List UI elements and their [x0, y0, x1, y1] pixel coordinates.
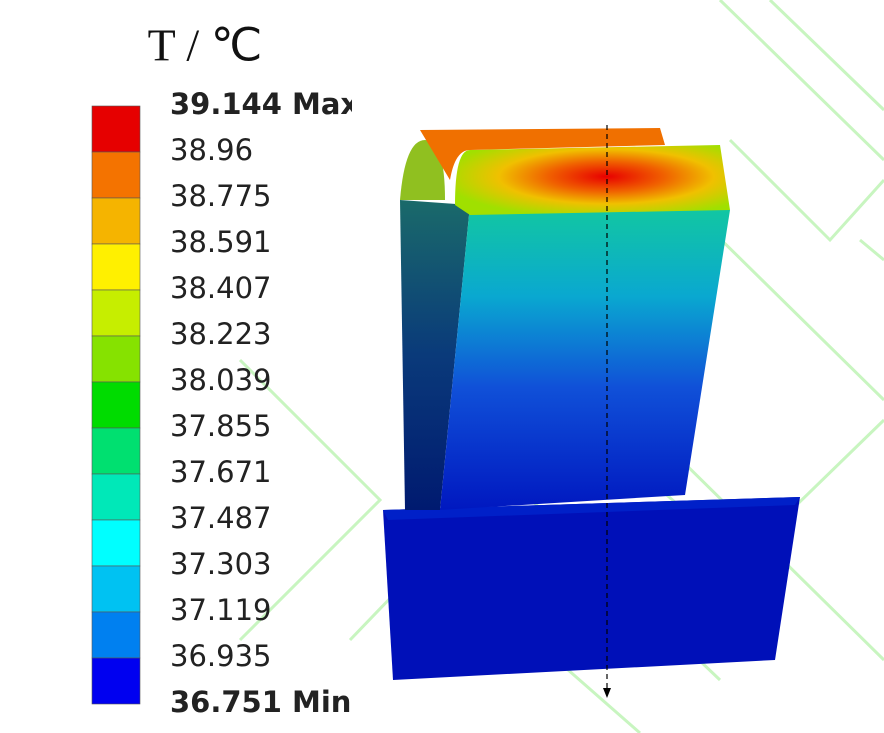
legend-level: 36.935 — [170, 639, 271, 673]
legend-level: 38.96 — [170, 133, 253, 167]
legend-band — [91, 657, 141, 705]
legend-band — [91, 335, 141, 383]
legend-band — [91, 243, 141, 291]
legend-title: T / ℃ — [148, 20, 263, 71]
legend-band — [91, 289, 141, 337]
legend-level: 38.407 — [170, 271, 271, 305]
legend-band — [91, 381, 141, 429]
legend-bar — [91, 105, 141, 705]
legend-band — [91, 105, 141, 153]
legend-band — [91, 565, 141, 613]
legend-level: 37.303 — [170, 547, 271, 581]
legend-band — [91, 427, 141, 475]
legend-level: 37.119 — [170, 593, 271, 627]
legend-band — [91, 197, 141, 245]
legend-level: 37.487 — [170, 501, 271, 535]
legend-level: 37.671 — [170, 455, 271, 489]
model — [383, 125, 800, 698]
legend-level: 38.223 — [170, 317, 271, 351]
legend-band — [91, 519, 141, 567]
legend-level: 38.039 — [170, 363, 271, 397]
legend-level: 36.751 Min — [170, 685, 351, 719]
legend-band — [91, 151, 141, 199]
clip-mask — [352, 85, 412, 125]
legend-level: 38.775 — [170, 179, 271, 213]
legend-band — [91, 473, 141, 521]
legend-level: 39.144 Max — [170, 87, 359, 121]
legend-level: 38.591 — [170, 225, 271, 259]
legend-band — [91, 611, 141, 659]
legend-level: 37.855 — [170, 409, 271, 443]
legend-labels: 39.144 Max 38.96 38.775 38.591 38.407 38.223 3… — [170, 87, 359, 719]
